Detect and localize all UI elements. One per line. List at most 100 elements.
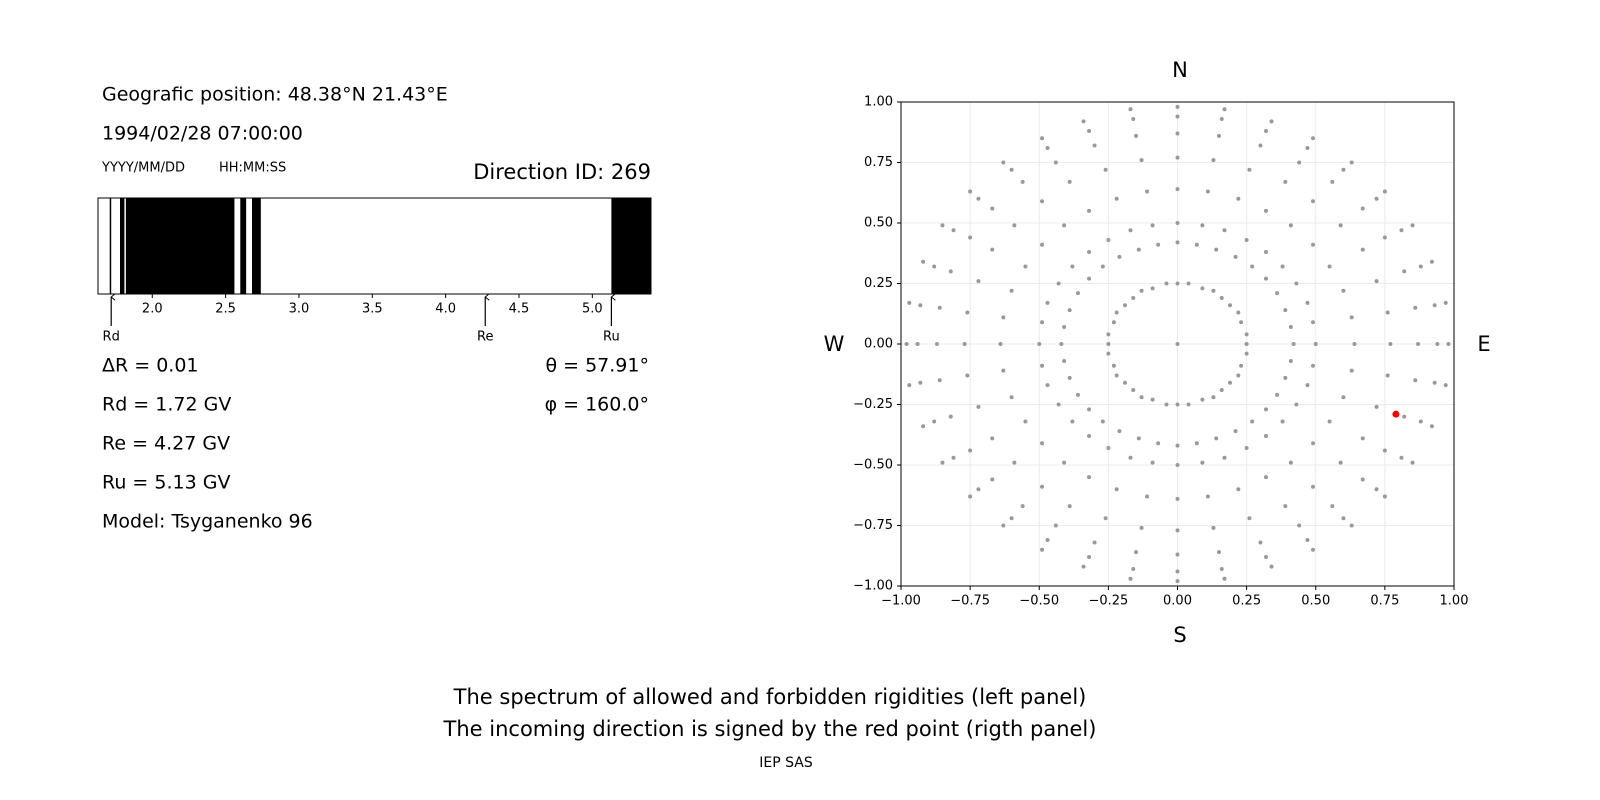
direction-point	[1128, 455, 1133, 460]
direction-point	[1194, 242, 1199, 247]
direction-point	[1443, 383, 1448, 388]
direction-point	[1269, 119, 1274, 124]
direction-point	[932, 419, 937, 424]
direction-point	[1081, 119, 1086, 124]
direction-point	[1175, 114, 1180, 119]
direction-point	[965, 373, 970, 378]
direction-point	[1053, 523, 1058, 528]
direction-point	[1211, 525, 1216, 530]
direction-point	[1341, 395, 1346, 400]
direction-point	[1087, 407, 1092, 412]
direction-point	[1200, 286, 1205, 291]
direction-point	[1219, 116, 1224, 121]
direction-point	[1310, 441, 1315, 446]
direction-point	[1239, 363, 1244, 368]
direction-point	[1175, 104, 1180, 109]
direction-point	[951, 228, 956, 233]
direction-point	[1349, 315, 1354, 320]
direction-point	[1310, 547, 1315, 552]
plot-frame	[900, 101, 1455, 587]
direction-point	[1283, 375, 1288, 380]
model: Model: Tsyganenko 96	[102, 511, 313, 533]
rigidity-label: Ru	[603, 330, 620, 345]
caption: The incoming direction is signed by the …	[443, 717, 1097, 741]
direction-point	[1228, 303, 1233, 308]
direction-point	[1087, 433, 1092, 438]
direction-point	[1247, 167, 1252, 172]
direction-point	[1222, 576, 1227, 581]
direction-point	[1352, 342, 1357, 346]
direction-point	[1067, 179, 1072, 184]
direction-point	[1244, 332, 1249, 337]
direction-point	[1413, 305, 1418, 310]
direction-point	[1150, 286, 1155, 291]
direction-point	[948, 269, 953, 274]
direction-point	[1075, 291, 1080, 296]
direction-point	[1338, 460, 1343, 465]
direction-point	[1131, 116, 1136, 121]
direction-point	[940, 223, 945, 228]
direction-point	[962, 342, 967, 346]
y-tick-label: 1.00	[864, 95, 893, 110]
direction-point	[1222, 455, 1227, 460]
direction-point	[1443, 300, 1448, 305]
direction-point	[976, 487, 981, 492]
rigidity-label: Re	[477, 330, 493, 345]
direction-point	[904, 342, 909, 346]
direction-point	[1399, 455, 1404, 460]
datetime: 1994/02/28 07:00:00	[102, 123, 303, 145]
direction-point	[1382, 448, 1387, 453]
direction-point	[1313, 342, 1318, 346]
direction-point	[1432, 380, 1437, 385]
direction-point	[1040, 363, 1045, 368]
direction-point	[1175, 443, 1180, 448]
direction-point	[1062, 460, 1067, 465]
y-tick-label: −0.25	[853, 397, 893, 412]
direction-point	[1139, 158, 1144, 163]
direction-point	[1236, 487, 1241, 492]
direction-point	[1100, 264, 1105, 269]
direction-point	[1040, 484, 1045, 489]
direction-point	[921, 259, 926, 264]
direction-point	[1250, 419, 1255, 424]
direction-id: Direction ID: 269	[473, 160, 651, 184]
direction-point	[1045, 538, 1050, 543]
direction-point	[1205, 189, 1210, 194]
direction-point	[918, 380, 923, 385]
direction-point	[1263, 433, 1268, 438]
direction-point	[1009, 167, 1014, 172]
direction-point	[1360, 477, 1365, 482]
direction-point	[976, 279, 981, 284]
direction-point	[1338, 223, 1343, 228]
spectrum-border	[97, 197, 652, 295]
direction-point	[907, 383, 912, 388]
direction-point	[1081, 564, 1086, 569]
rd: Rd = 1.72 GV	[102, 394, 231, 416]
direction-point	[1291, 342, 1296, 346]
direction-point	[1244, 342, 1249, 346]
direction-point	[1106, 342, 1111, 346]
theta: θ = 57.91°	[545, 355, 649, 377]
direction-point	[937, 378, 942, 383]
rigidity-label: Rd	[103, 330, 120, 345]
direction-point	[1374, 279, 1379, 284]
direction-point	[1150, 397, 1155, 402]
y-tick-label: −1.00	[853, 579, 893, 594]
re: Re = 4.27 GV	[102, 433, 230, 455]
direction-point	[1288, 460, 1293, 465]
direction-point	[1128, 107, 1133, 112]
direction-point	[1446, 342, 1451, 346]
x-tick-label: −1.00	[881, 594, 921, 609]
direction-point	[1020, 504, 1025, 509]
direction-point	[951, 455, 956, 460]
direction-point	[1186, 402, 1191, 407]
direction-point	[1164, 402, 1169, 407]
compass-south: S	[1173, 623, 1186, 647]
direction-point	[1114, 487, 1119, 492]
x-tick-label: 4.0	[435, 302, 456, 317]
direction-point	[1122, 303, 1127, 308]
direction-point	[1294, 281, 1299, 286]
direction-point	[1399, 228, 1404, 233]
incoming-direction	[1392, 410, 1400, 418]
direction-point	[1327, 419, 1332, 424]
